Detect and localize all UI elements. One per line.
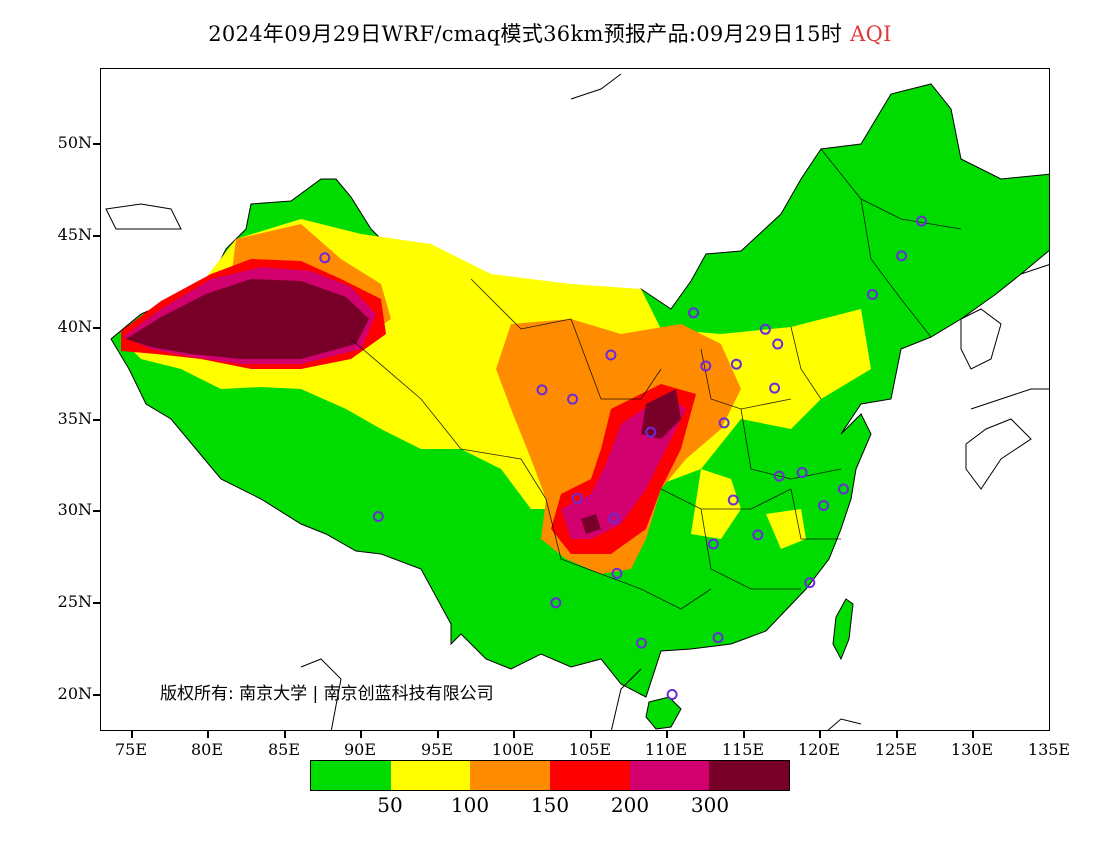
lon-label-135e: 135E	[1027, 740, 1071, 759]
station-marker-guiyang	[611, 567, 623, 579]
aqi-map	[105, 73, 1049, 730]
station-marker-beijing	[759, 323, 771, 335]
lon-tick	[284, 731, 286, 738]
station-marker-xian	[645, 426, 657, 438]
station-marker-wuhan	[727, 494, 739, 506]
aqi-color-legend	[310, 760, 790, 791]
station-marker-changchun	[896, 250, 908, 262]
lon-label-125e: 125E	[874, 740, 918, 759]
station-marker-shenyang	[867, 289, 878, 300]
map-panel	[100, 68, 1050, 731]
station-marker-harbin	[916, 215, 927, 227]
lat-tick	[93, 602, 100, 604]
lat-label-25n: 25N	[57, 592, 92, 611]
lon-label-80e: 80E	[190, 740, 224, 759]
lat-label-20n: 20N	[57, 684, 92, 703]
map-title: 2024年09月29日WRF/cmaq模式36km预报产品:09月29日15时 A…	[0, 18, 1100, 48]
legend-swatch-very-unhealthy	[629, 761, 710, 790]
lon-tick	[666, 731, 668, 738]
station-marker-nanchang	[752, 529, 764, 541]
legend-swatch-hazardous	[709, 761, 790, 790]
station-marker-nanjing	[796, 467, 808, 478]
station-marker-shijiazhuang	[730, 358, 742, 370]
legend-swatch-moderate	[390, 761, 471, 790]
lon-label-90e: 90E	[343, 740, 377, 759]
station-marker-hangzhou	[818, 500, 830, 511]
lon-tick	[437, 731, 439, 738]
station-markers	[319, 215, 927, 700]
lon-label-105e: 105E	[568, 740, 612, 759]
lon-tick	[896, 731, 898, 738]
legend-label-300: 300	[690, 793, 730, 817]
station-marker-shanghai	[838, 483, 849, 495]
lat-label-50n: 50N	[57, 133, 92, 152]
station-marker-nanning	[636, 637, 647, 649]
neighbor-coastlines	[105, 73, 1049, 730]
station-marker-fuzhou	[804, 577, 816, 589]
lon-tick	[207, 731, 209, 738]
lat-label-45n: 45N	[57, 225, 92, 244]
station-marker-yinchuan	[605, 349, 617, 361]
station-marker-hohhot	[688, 307, 699, 319]
lat-label-30n: 30N	[57, 500, 92, 519]
station-marker-haikou	[666, 689, 678, 700]
aqi-zone-hazardous-south	[581, 514, 601, 534]
station-marker-urumqi	[319, 252, 331, 264]
legend-label-50: 50	[377, 793, 403, 817]
legend-label-100: 100	[450, 793, 490, 817]
lon-tick	[743, 731, 745, 738]
legend-swatch-unhealthy	[550, 761, 630, 790]
station-marker-guangzhou	[712, 632, 724, 644]
station-marker-kunming	[550, 597, 562, 609]
title-variable: AQI	[850, 22, 892, 46]
lon-label-100e: 100E	[491, 740, 535, 759]
lon-tick	[972, 731, 974, 738]
lon-label-85e: 85E	[267, 740, 301, 759]
lat-tick	[93, 694, 100, 696]
lon-tick	[360, 731, 362, 738]
lon-tick	[131, 731, 133, 738]
lat-tick	[93, 143, 100, 145]
hainan-island	[645, 696, 682, 730]
aqi-zone-hazardous-central	[641, 389, 681, 439]
lat-tick	[93, 510, 100, 512]
station-marker-lhasa	[372, 511, 384, 522]
lat-label-35n: 35N	[57, 409, 92, 428]
lon-label-130e: 130E	[950, 740, 994, 759]
lon-tick	[819, 731, 821, 738]
lon-label-110e: 110E	[644, 740, 688, 759]
station-marker-chongqing	[608, 512, 620, 524]
lat-tick	[93, 419, 100, 421]
copyright-text: 版权所有: 南京大学 | 南京创蓝科技有限公司	[160, 684, 494, 704]
lon-label-120e: 120E	[797, 740, 841, 759]
lon-tick	[590, 731, 592, 738]
lon-label-95e: 95E	[420, 740, 454, 759]
station-marker-hefei	[773, 470, 785, 482]
title-main: 2024年09月29日WRF/cmaq模式36km预报产品:09月29日15时	[208, 22, 843, 46]
legend-label-200: 200	[610, 793, 650, 817]
legend-swatch-good	[311, 761, 391, 790]
lat-tick	[93, 327, 100, 329]
station-marker-chengdu	[571, 492, 583, 504]
station-marker-zhengzhou	[718, 417, 730, 429]
legend-label-150: 150	[530, 793, 570, 817]
legend-swatch-sensitive	[470, 761, 551, 790]
lon-tick	[513, 731, 515, 738]
aqi-zone-hazardous-northwest	[126, 279, 369, 359]
station-marker-lanzhou	[567, 393, 579, 405]
lon-label-115e: 115E	[721, 740, 765, 759]
station-marker-xining	[536, 384, 548, 396]
province-boundaries	[350, 148, 962, 610]
station-marker-jinan	[769, 382, 781, 394]
station-marker-tianjin	[772, 338, 784, 350]
aqi-zone-moderate-south	[766, 509, 806, 549]
lat-label-40n: 40N	[57, 317, 92, 336]
lat-tick	[93, 235, 100, 237]
station-marker-changsha	[707, 538, 719, 550]
taiwan-island	[832, 598, 854, 661]
aqi-zone-moderate-east	[691, 469, 741, 539]
lon-label-75e: 75E	[114, 740, 148, 759]
station-marker-taiyuan	[700, 360, 712, 372]
